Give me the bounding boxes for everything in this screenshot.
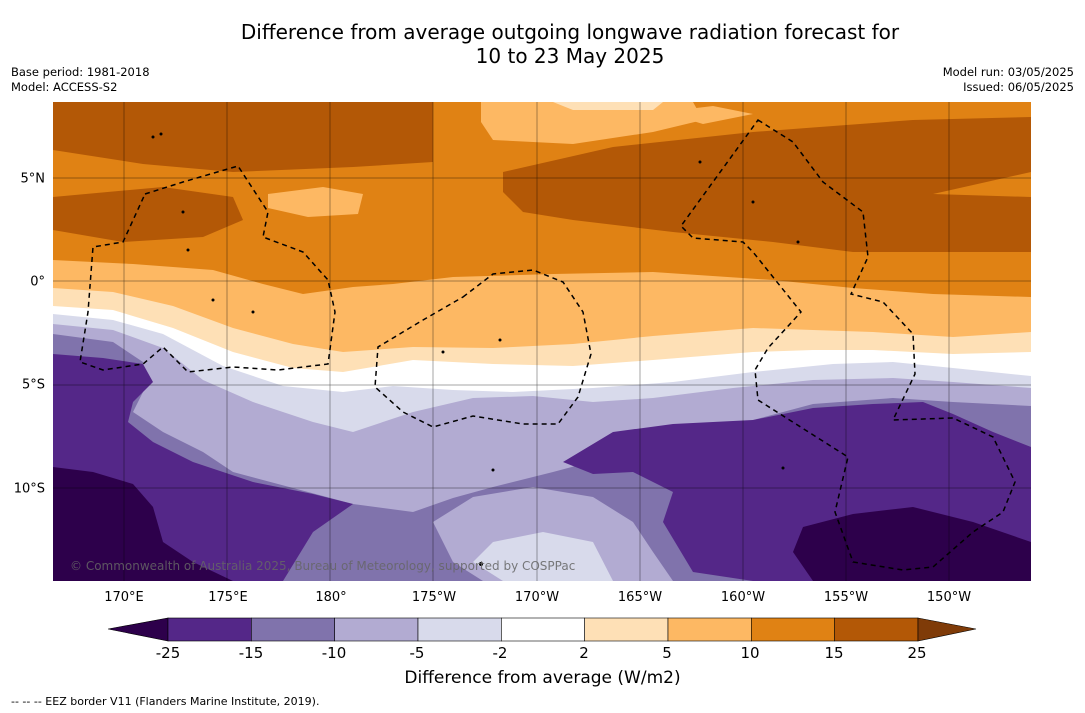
colorbar-tick-minus15: -15	[238, 644, 264, 662]
islands	[151, 132, 800, 566]
lon-label-170w: 170°W	[514, 590, 560, 605]
colorbar-bands	[167, 617, 919, 642]
band-below-minus25-west	[53, 467, 233, 581]
band-2-5-north	[553, 102, 663, 110]
band-15-25-north-west	[53, 102, 433, 172]
map-title: Difference from average outgoing longwav…	[140, 20, 1000, 68]
lon-label-155w: 155°W	[823, 590, 869, 605]
colorbar-tick-5: 5	[662, 644, 672, 662]
title-line-1: Difference from average outgoing longwav…	[240, 20, 900, 44]
colorbar-tick-2: 2	[579, 644, 589, 662]
title-line-2: 10 to 23 May 2025	[475, 44, 665, 68]
colorbar-tick-minus5: -5	[409, 644, 425, 662]
colorbar-band-2	[334, 617, 419, 642]
colorbar-band-1	[251, 617, 335, 642]
band-15-25-west	[53, 187, 243, 242]
issued-text: Issued: 06/05/2025	[963, 80, 1074, 94]
band-15-25-east	[503, 117, 1031, 252]
band-minus5-minus2-south	[473, 532, 613, 581]
colorbar-over-arrow	[917, 617, 977, 642]
base-period-text: Base period: 1981-2018	[11, 65, 150, 79]
colorbar-tick-15: 15	[824, 644, 844, 662]
eez-tokelau	[374, 269, 592, 428]
colorbar-band-7	[751, 617, 835, 642]
lat-label-5s: 5°S	[21, 377, 45, 393]
lat-label-0: 0°	[30, 274, 45, 290]
eez-borders	[79, 118, 1016, 571]
colorbar-under-arrow	[108, 617, 169, 642]
colorbar-band-5	[584, 617, 669, 642]
lon-label-160w: 160°W	[720, 590, 766, 605]
model-run-text: Model run: 03/05/2025	[942, 65, 1074, 79]
colorbar-band-3	[417, 617, 502, 642]
eez-kiribati-line	[680, 118, 1016, 571]
lon-label-170e: 170°E	[104, 590, 144, 605]
model-text: Model: ACCESS-S2	[11, 80, 118, 94]
eez-tuvalu	[79, 165, 336, 373]
colorbar-band-4	[501, 617, 585, 642]
colorbar-band-6	[667, 617, 752, 642]
lon-label-175e: 175°E	[208, 590, 248, 605]
lon-label-175w: 175°W	[411, 590, 457, 605]
colorbar-band-0	[167, 617, 252, 642]
colorbar-tick-10: 10	[740, 644, 760, 662]
colorbar-label: Difference from average (W/m2)	[404, 668, 681, 688]
olr-anomaly-map	[53, 102, 1031, 581]
band-5-10-north	[481, 102, 703, 144]
meta-left: Base period: 1981-2018 Model: ACCESS-S2	[11, 65, 150, 95]
colorbar-tick-25: 25	[907, 644, 927, 662]
graticule	[53, 102, 1031, 581]
eez-footnote: -- -- -- EEZ border V11 (Flanders Marine…	[11, 695, 320, 708]
lon-label-165w: 165°W	[617, 590, 663, 605]
meta-right: Model run: 03/05/2025 Issued: 06/05/2025	[943, 65, 1074, 95]
colorbar-tick-minus25: -25	[155, 644, 181, 662]
map-svg	[53, 102, 1031, 581]
copyright-credit: © Commonwealth of Australia 2025, Bureau…	[70, 559, 576, 573]
colorbar-tick-minus2: -2	[492, 644, 508, 662]
lon-label-180: 180°	[315, 590, 347, 605]
colorbar	[108, 617, 977, 642]
lon-label-150w: 150°W	[926, 590, 972, 605]
band-5-10-patch	[268, 187, 363, 217]
colorbar-band-8	[834, 617, 919, 642]
colorbar-tick-minus10: -10	[321, 644, 347, 662]
lat-label-10s: 10°S	[13, 481, 45, 497]
lat-label-5n: 5°N	[20, 171, 46, 187]
